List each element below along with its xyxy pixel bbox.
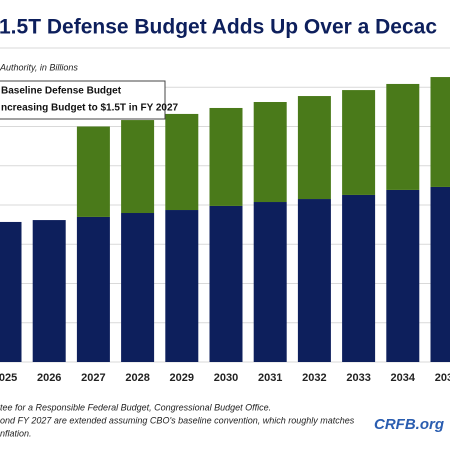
bar-segment [209, 205, 243, 362]
x-tick-label: 2025 [0, 372, 17, 384]
bar-segment [253, 102, 287, 203]
bar-segment [0, 221, 22, 362]
bar-segment [297, 199, 331, 362]
bar-segment [253, 202, 287, 362]
x-tick-label: 2029 [170, 372, 194, 384]
x-tick-label: 2027 [81, 372, 105, 384]
x-tick-label: 2028 [125, 372, 149, 384]
source-logo: CRFB.org [374, 416, 444, 433]
bar-segment [386, 189, 420, 362]
bar-segment [76, 216, 110, 362]
footnote: nflation. [0, 428, 32, 438]
x-tick-label: 2035 [435, 372, 450, 384]
footnote: ond FY 2027 are extended assuming CBO's … [0, 415, 355, 425]
bar-segment [209, 107, 243, 206]
bar-segment [297, 96, 331, 200]
bar-segment [121, 213, 155, 362]
x-tick-label: 2033 [346, 372, 370, 384]
bar-segment [32, 220, 66, 362]
bar-segment [121, 120, 155, 214]
bar-segment [165, 113, 199, 211]
plot-area [0, 47, 450, 363]
chart-title: 1.5T Defense Budget Adds Up Over a Decac [0, 16, 437, 39]
legend-box [0, 80, 166, 120]
legend-entry: ncreasing Budget to $1.5T in FY 2027 [1, 103, 179, 114]
bar-segment [430, 186, 450, 362]
legend-entry: Baseline Defense Budget [1, 86, 122, 97]
bar-segment [342, 194, 376, 362]
bar-segment [430, 77, 450, 187]
x-tick-label: 2034 [391, 372, 416, 384]
x-tick-label: 2031 [258, 372, 282, 384]
x-tick-label: 2030 [214, 372, 238, 384]
x-tick-label: 2026 [37, 372, 61, 384]
bar-segment [386, 83, 420, 190]
bar-segment [76, 126, 110, 217]
bar-segment [165, 210, 199, 362]
bar-segment [342, 90, 376, 195]
x-tick-label: 2032 [302, 372, 326, 384]
chart-subtitle: Authority, in Billions [0, 62, 78, 72]
footnote: tee for a Responsible Federal Budget, Co… [0, 402, 271, 412]
